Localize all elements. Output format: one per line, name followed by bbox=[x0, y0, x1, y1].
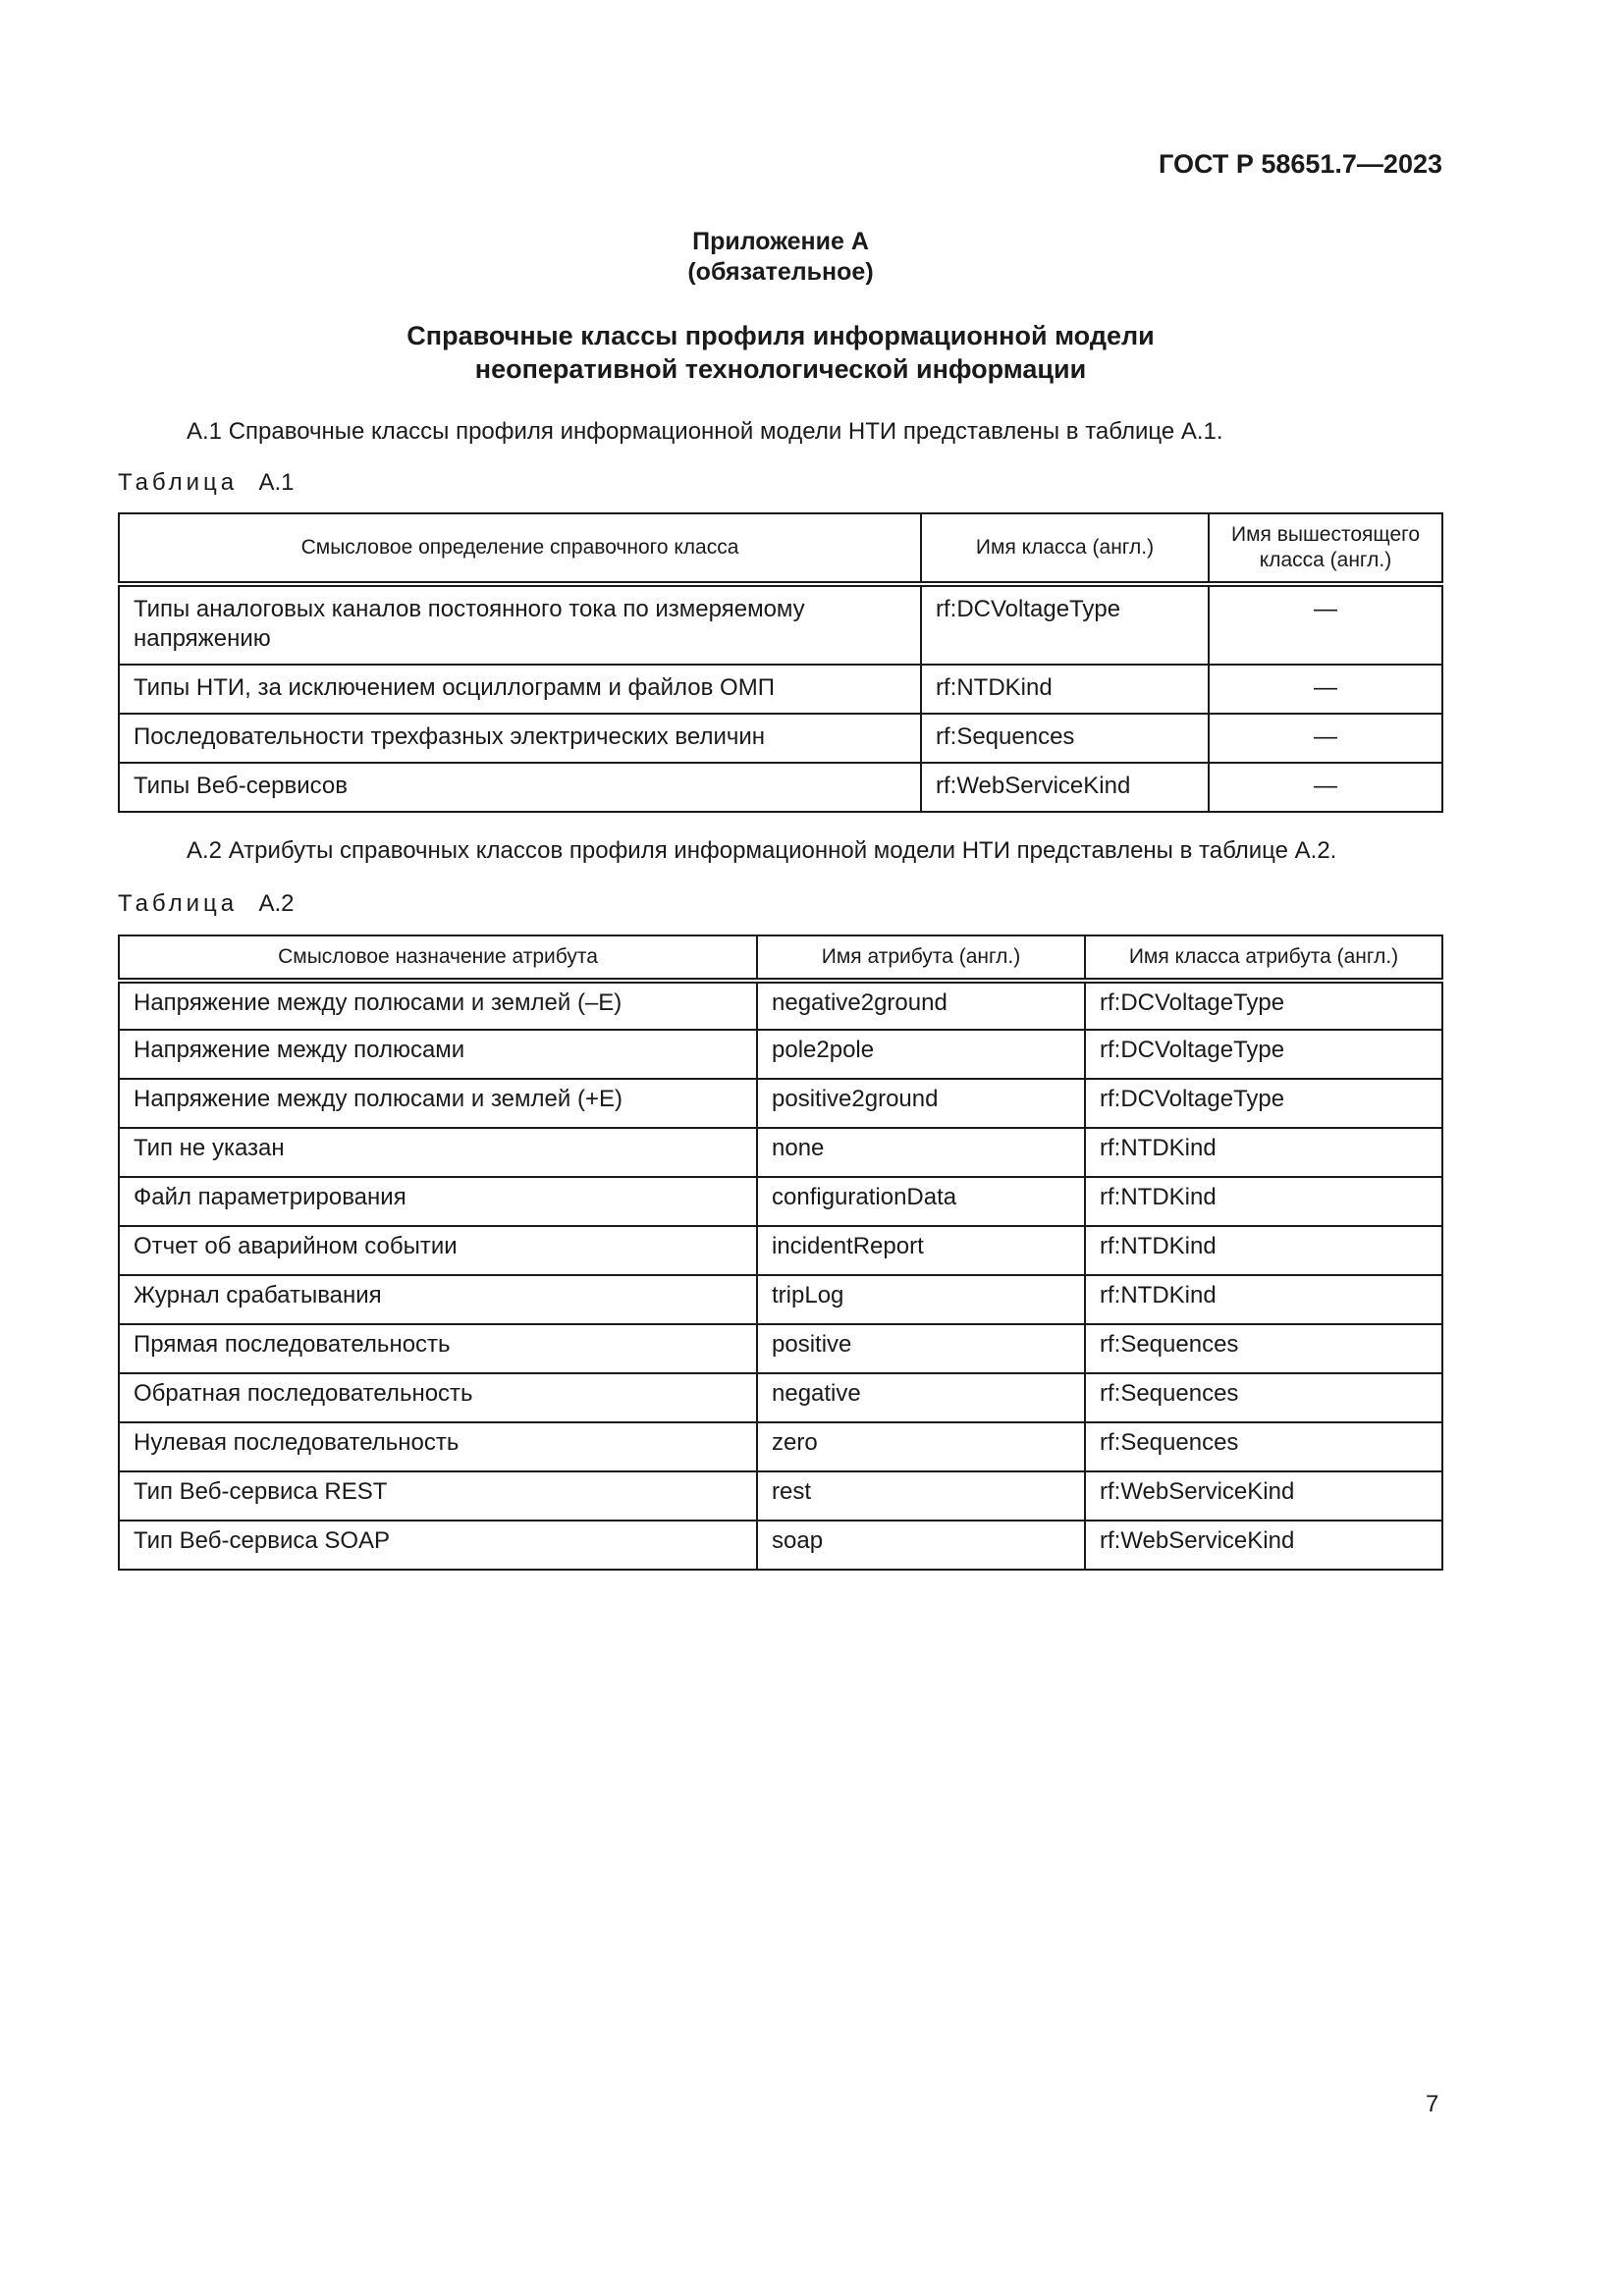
table-cell: Обратная последовательность bbox=[118, 1372, 758, 1423]
table-cell: positive2ground bbox=[756, 1078, 1086, 1129]
table-cell: rf:DCVoltageType bbox=[920, 583, 1210, 666]
table-cell: Напряжение между полюсами и землей (–Е) bbox=[118, 980, 758, 1031]
heading-line-1: Справочные классы профиля информационной… bbox=[406, 321, 1155, 350]
table-cell: rf:WebServiceKind bbox=[1084, 1470, 1443, 1522]
table-cell: Напряжение между полюсами bbox=[118, 1029, 758, 1080]
standard-number: ГОСТ Р 58651.7—2023 bbox=[1159, 149, 1442, 179]
table-a1-caption: Таблица А.1 bbox=[118, 469, 295, 496]
table-cell: none bbox=[756, 1127, 1086, 1178]
table-cell: negative bbox=[756, 1372, 1086, 1423]
table-cell: Отчет об аварийном событии bbox=[118, 1225, 758, 1276]
table-row: Напряжение между полюсами pole2pole rf:DCV… bbox=[118, 1029, 1443, 1080]
table-cell: — bbox=[1208, 762, 1443, 813]
table-row: Напряжение между полюсами и землей (–Е) n… bbox=[118, 980, 1443, 1031]
table-row: Типы аналоговых каналов постоянного тока… bbox=[118, 583, 1443, 666]
table-row: Журнал срабатывания tripLog rf:NTDKind bbox=[118, 1274, 1443, 1325]
column-header: Имя класса атрибута (англ.) bbox=[1084, 934, 1443, 984]
table-cell: rf:WebServiceKind bbox=[920, 762, 1210, 813]
table-cell: — bbox=[1208, 583, 1443, 666]
table-cell: Тип не указан bbox=[118, 1127, 758, 1178]
table-cell: Прямая последовательность bbox=[118, 1323, 758, 1374]
table-row: Прямая последовательность positive rf:Sequ… bbox=[118, 1323, 1443, 1374]
table-cell: Типы НТИ, за исключением осциллограмм и … bbox=[118, 664, 922, 715]
table-cell: rf:WebServiceKind bbox=[1084, 1520, 1443, 1571]
appendix-title: Приложение А bbox=[692, 228, 869, 255]
table-cell: rf:NTDKind bbox=[1084, 1176, 1443, 1227]
table-cell: Тип Веб-сервиса REST bbox=[118, 1470, 758, 1522]
paragraph-a1: А.1 Справочные классы профиля информацио… bbox=[187, 418, 1223, 445]
table-cell: Типы аналоговых каналов постоянного тока… bbox=[118, 583, 922, 666]
paragraph-a2: А.2 Атрибуты справочных классов профиля … bbox=[187, 837, 1337, 864]
table-row: Типы Веб-сервисов rf:WebServiceKind — bbox=[118, 762, 1443, 813]
column-header: Смысловое определение справочного класса bbox=[118, 512, 922, 587]
table-cell: rf:NTDKind bbox=[1084, 1127, 1443, 1178]
table-cell: rf:DCVoltageType bbox=[1084, 1029, 1443, 1080]
table-cell: rf:DCVoltageType bbox=[1084, 1078, 1443, 1129]
table-row: Тип не указан none rf:NTDKind bbox=[118, 1127, 1443, 1178]
table-cell: rf:NTDKind bbox=[920, 664, 1210, 715]
column-header: Имя атрибута (англ.) bbox=[756, 934, 1086, 984]
table-cell: — bbox=[1208, 713, 1443, 764]
table-row: Напряжение между полюсами и землей (+Е) p… bbox=[118, 1078, 1443, 1129]
table-cell: tripLog bbox=[756, 1274, 1086, 1325]
column-header: Смысловое назначение атрибута bbox=[118, 934, 758, 984]
column-header: Имя вышестоящего класса (англ.) bbox=[1208, 512, 1443, 587]
table-row: Обратная последовательность negative rf:Se… bbox=[118, 1372, 1443, 1423]
table-row: Отчет об аварийном событии incidentReport… bbox=[118, 1225, 1443, 1276]
table-cell: Последовательности трехфазных электричес… bbox=[118, 713, 922, 764]
column-header: Имя класса (англ.) bbox=[920, 512, 1210, 587]
table-row: Последовательности трехфазных электричес… bbox=[118, 713, 1443, 764]
table-a1: Смысловое определение справочного класса… bbox=[118, 512, 1443, 813]
appendix-status: (обязательное) bbox=[687, 258, 874, 286]
table-cell: Типы Веб-сервисов bbox=[118, 762, 922, 813]
table-cell: Нулевая последовательность bbox=[118, 1421, 758, 1472]
table-cell: rf:Sequences bbox=[1084, 1421, 1443, 1472]
table-a2: Смысловое назначение атрибута Имя атрибу… bbox=[118, 934, 1443, 1571]
table-cell: incidentReport bbox=[756, 1225, 1086, 1276]
table-cell: rf:Sequences bbox=[1084, 1372, 1443, 1423]
table-cell: rf:NTDKind bbox=[1084, 1225, 1443, 1276]
table-cell: Напряжение между полюсами и землей (+Е) bbox=[118, 1078, 758, 1129]
table-cell: rf:DCVoltageType bbox=[1084, 980, 1443, 1031]
table-cell: rest bbox=[756, 1470, 1086, 1522]
table-cell: positive bbox=[756, 1323, 1086, 1374]
table-row: Тип Веб-сервиса REST rest rf:WebServiceKin… bbox=[118, 1470, 1443, 1522]
heading-line-2: неоперативной технологической информации bbox=[474, 354, 1087, 384]
table-cell: Журнал срабатывания bbox=[118, 1274, 758, 1325]
table-cell: rf:Sequences bbox=[920, 713, 1210, 764]
table-cell: rf:NTDKind bbox=[1084, 1274, 1443, 1325]
table-cell: zero bbox=[756, 1421, 1086, 1472]
table-cell: rf:Sequences bbox=[1084, 1323, 1443, 1374]
table-a2-caption: Таблица А.2 bbox=[118, 890, 295, 917]
table-row: Нулевая последовательность zero rf:Sequenc… bbox=[118, 1421, 1443, 1472]
table-cell: Файл параметрирования bbox=[118, 1176, 758, 1227]
table-row: Тип Веб-сервиса SOAP soap rf:WebServiceKin… bbox=[118, 1520, 1443, 1571]
page-number: 7 bbox=[1426, 2091, 1439, 2117]
table-cell: — bbox=[1208, 664, 1443, 715]
table-cell: soap bbox=[756, 1520, 1086, 1571]
table-cell: pole2pole bbox=[756, 1029, 1086, 1080]
table-cell: negative2ground bbox=[756, 980, 1086, 1031]
table-cell: configurationData bbox=[756, 1176, 1086, 1227]
table-row: Файл параметрирования configurationData rf… bbox=[118, 1176, 1443, 1227]
table-cell: Тип Веб-сервиса SOAP bbox=[118, 1520, 758, 1571]
table-row: Типы НТИ, за исключением осциллограмм и … bbox=[118, 664, 1443, 715]
